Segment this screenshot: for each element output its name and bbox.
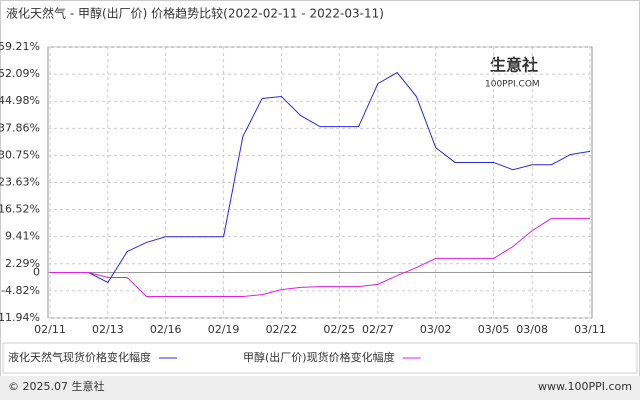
series-line (50, 217, 590, 298)
y-tick-label: 23.63% (0, 176, 40, 189)
y-tick-label: 2.29% (5, 257, 40, 270)
x-tick-label: 02/27 (362, 323, 394, 336)
y-tick-label: 52.09% (0, 67, 40, 80)
legend-label: 液化天然气现货价格变化幅度 (8, 350, 151, 364)
x-tick-label: 02/22 (266, 323, 298, 336)
y-tick-label: 59.21% (0, 40, 40, 53)
y-tick-label: 37.86% (0, 121, 40, 134)
footer-site: www.100PPI.com (538, 380, 632, 393)
legend-box (2, 342, 638, 374)
x-tick-label: 02/16 (150, 323, 182, 336)
x-tick-label: 03/05 (478, 323, 510, 336)
chart-title: 液化天然气 - 甲醇(出厂价) 价格趋势比较(2022-02-11 - 2022… (6, 6, 384, 21)
y-tick-label: 0 (33, 266, 40, 279)
x-tick-label: 03/02 (420, 323, 452, 336)
series-line (50, 71, 591, 284)
y-tick-label: -4.82% (1, 284, 40, 297)
watermark-name: 生意社 (490, 56, 538, 75)
y-tick-label: -11.94% (0, 311, 40, 324)
x-tick-label: 02/25 (323, 323, 355, 336)
watermark-site: 100PPI.COM (485, 80, 540, 90)
y-tick-label: 44.98% (0, 94, 40, 107)
footer-copyright: © 2025.07 生意社 (8, 379, 104, 393)
y-tick-label: 30.75% (0, 148, 40, 161)
x-tick-label: 02/11 (34, 323, 66, 336)
y-tick-label: 16.52% (0, 203, 40, 216)
x-tick-label: 02/13 (92, 323, 124, 336)
footer-bar (0, 376, 640, 400)
x-tick-label: 02/19 (208, 323, 240, 336)
x-tick-label: 03/11 (574, 323, 606, 336)
x-tick-label: 03/08 (516, 323, 548, 336)
y-tick-label: 9.41% (5, 230, 40, 243)
legend-label: 甲醇(出厂价)现货价格变化幅度 (243, 350, 395, 364)
